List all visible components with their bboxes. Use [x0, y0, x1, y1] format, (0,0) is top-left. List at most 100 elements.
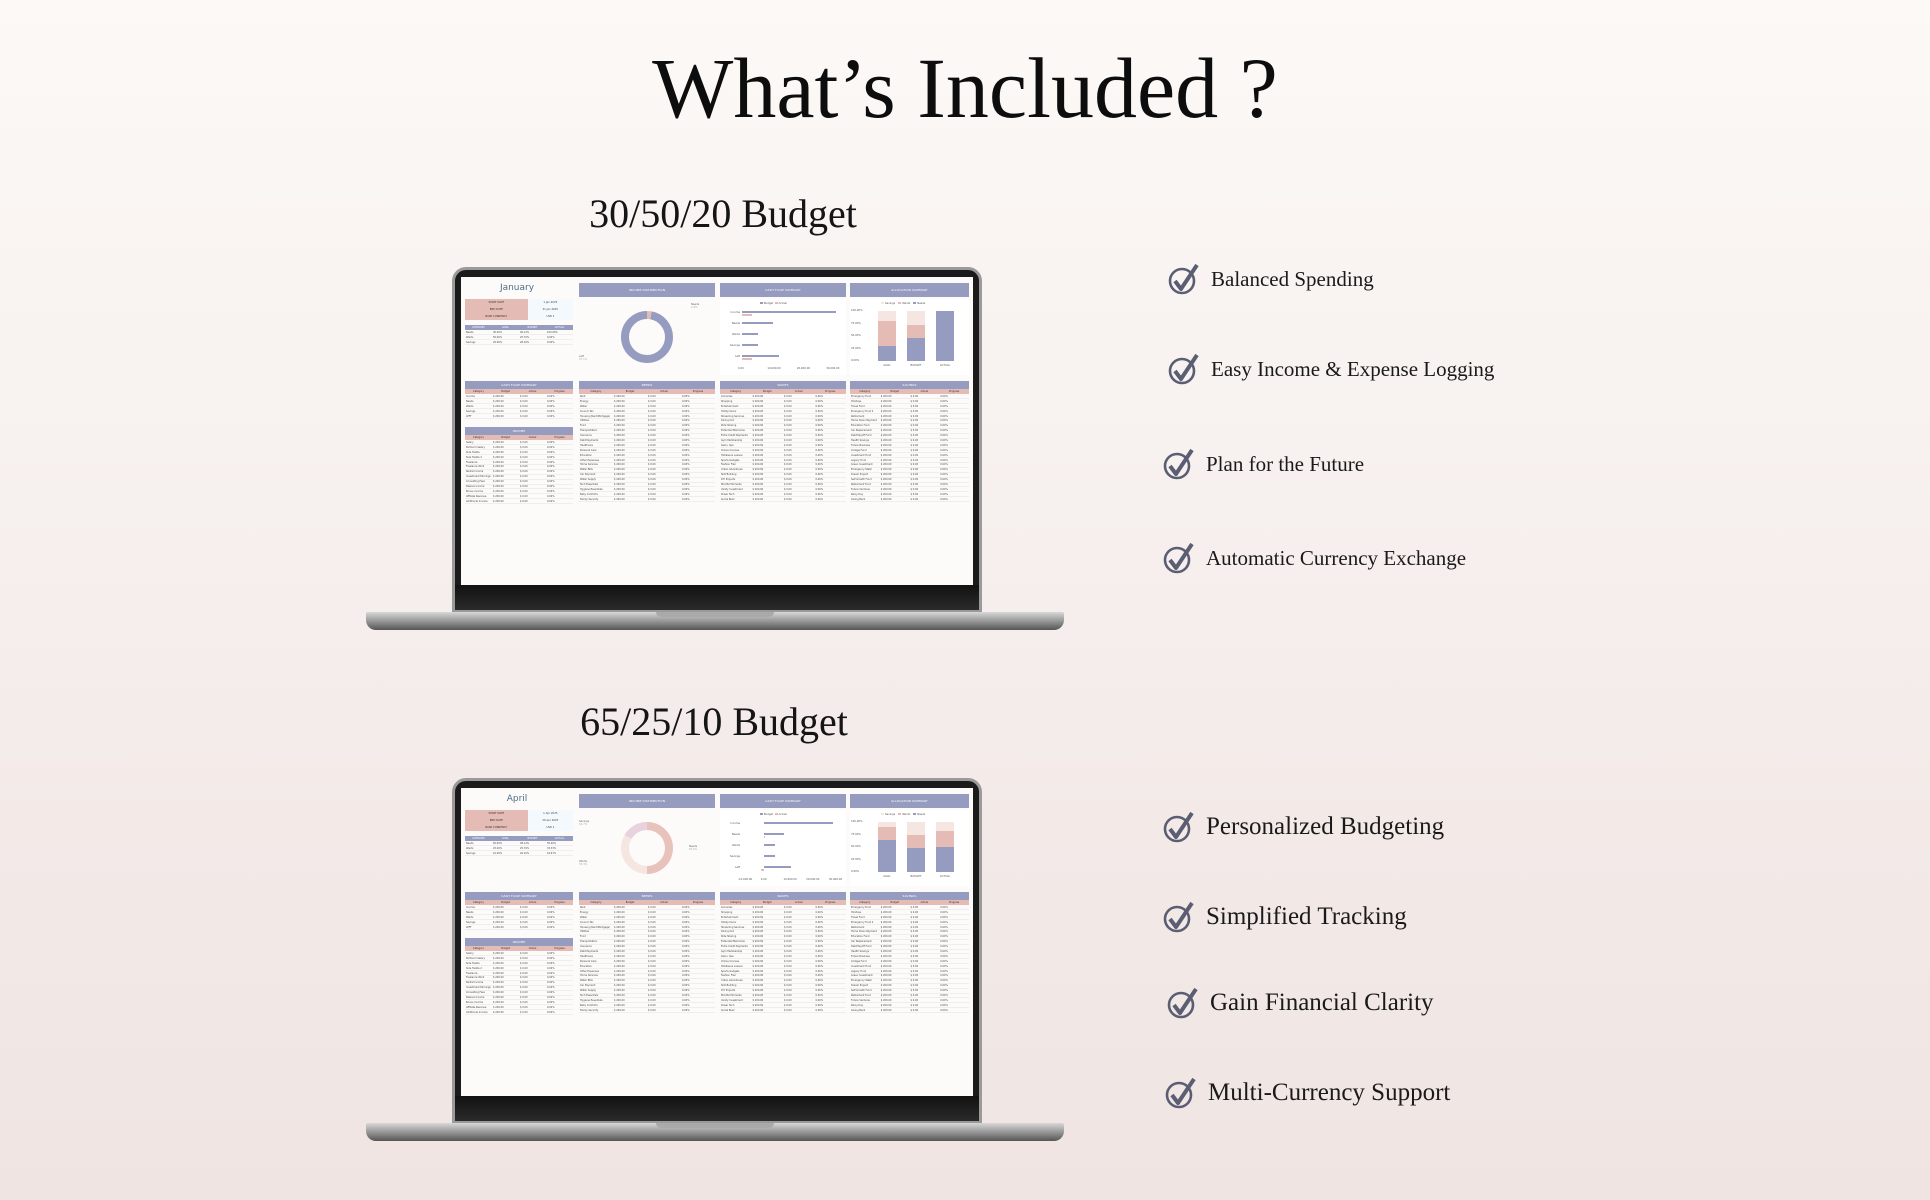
table-cell: 50.00%	[546, 841, 573, 847]
column-header: Budget	[751, 900, 783, 905]
table-cell: 0.00%	[546, 484, 573, 490]
donut-label-name: Left	[579, 355, 584, 358]
table-row: Hobby Decor $ 200.00 $ 0.00 0.00%	[720, 408, 846, 415]
table-cell: $ 0.00	[647, 973, 681, 979]
setting-row: END DATE 30 Apr 2025	[465, 817, 573, 824]
table-row: Insurance $ 200.00 $ 0.00 0.00%	[579, 433, 715, 439]
table-cell: 0.00%	[546, 960, 573, 967]
setting-value[interactable]: USD ▾	[527, 313, 573, 320]
table-cell: Social Buzz	[720, 496, 752, 503]
table-cell: $ 0.00	[647, 929, 681, 935]
table-cell: $ 200.00	[879, 988, 910, 994]
cash-flow-summary-table: CASH FLOW SUMMARY Category Budget Actual Pro…	[465, 892, 573, 930]
legend-label: Savings	[885, 813, 896, 816]
table-cell: $ 200.00	[492, 960, 519, 967]
table-row: Debt Payments $ 200.00 $ 0.00 0.00%	[579, 438, 715, 444]
table-cell: $ 0.00	[909, 924, 940, 930]
check-circle-icon	[1166, 986, 1210, 1020]
table-cell: $ 200.00	[613, 919, 647, 926]
table-cell: $ 200.00	[879, 983, 910, 989]
setting-value[interactable]: 31 Jan 2025	[527, 306, 573, 313]
donut-label-pct: 97.1%	[579, 358, 588, 361]
table-cell: 28.16%	[519, 339, 546, 346]
table-row: Home Down Payment $ 200.00 $ 0.00 0.00%	[850, 929, 969, 935]
table-cell: 0.00%	[814, 934, 846, 940]
table-cell: LEFT	[465, 924, 492, 930]
donut-label-pct: 16.7%	[579, 823, 588, 826]
table-cell: $ 200.00	[751, 958, 783, 965]
savings-table: SAVINGS Category Budget Actual Progress Emerg…	[850, 381, 969, 503]
table-cell: 0.00%	[814, 428, 846, 434]
table-cell: $ 0.00	[783, 418, 815, 424]
table-row: Freelance $ 200.00 $ 0.00 0.00%	[465, 970, 573, 976]
bar-category-label: Wants	[732, 844, 740, 847]
feature-label: Automatic Currency Exchange	[1206, 545, 1467, 570]
setting-value[interactable]: 30 Apr 2025	[527, 817, 573, 824]
table-cell: Salon, Spa	[720, 953, 752, 960]
table-cell: $ 200.00	[879, 408, 910, 415]
table-cell: Bonus Income	[465, 999, 492, 1006]
table-row: Healthcare $ 200.00 $ 0.00 0.00%	[579, 442, 715, 449]
table-cell: $ 0.00	[783, 988, 815, 994]
chart-legend: Budget Actual	[760, 302, 787, 305]
table-cell: $ 0.00	[909, 958, 940, 965]
table-cell: Food	[579, 423, 613, 429]
data-table: Category Budget Actual Progress Emergency Fu…	[850, 389, 969, 503]
table-cell: Streaming Services	[720, 413, 752, 419]
table-cell: 0.00%	[681, 1002, 715, 1009]
table-cell: 0.00%	[681, 993, 715, 999]
setting-value[interactable]: 1 Apr 2025	[527, 810, 573, 817]
table-cell: $ 200.00	[613, 457, 647, 463]
table-cell: $ 0.00	[909, 949, 940, 955]
table-cell: Investment Fund	[850, 963, 880, 970]
data-table: Category Budget Actual Progress Groceries $ 2…	[720, 389, 846, 503]
table-row: Savings 10.00% 26.16% 16.67%	[465, 850, 573, 857]
table-cell: $ 200.00	[879, 457, 910, 463]
table-cell: Giving Back	[850, 496, 880, 503]
setting-value[interactable]: USD ▾	[527, 824, 573, 831]
table-row: Education Fund $ 200.00 $ 0.00 0.00%	[850, 423, 969, 429]
table-cell: $ 200.00	[613, 423, 647, 429]
table-row: Water Bills $ 200.00 $ 0.00 0.00%	[579, 978, 715, 984]
table-cell: $ 200.00	[751, 1007, 783, 1014]
setting-value[interactable]: 1 Jan 2025	[527, 299, 573, 306]
table-header-row: Category Budget Actual Progress	[465, 389, 573, 394]
table-header: CASH FLOW SUMMARY	[465, 892, 573, 900]
table-row: DIY Projects $ 200.00 $ 0.00 0.00%	[720, 477, 846, 483]
table-cell: 0.00%	[939, 905, 969, 911]
table-cell: $ 200.00	[613, 1007, 647, 1014]
setting-row: BASE CURRENCY USD ▾	[465, 313, 573, 320]
table-cell: Holidays	[850, 909, 880, 916]
table-cell: Rent	[579, 905, 613, 911]
table-cell: Skill Building	[720, 983, 752, 989]
column-header: Progress	[546, 900, 573, 905]
table-row: Affiliate Revenue $ 200.00 $ 0.00 0.00%	[465, 493, 573, 500]
laptop-base	[366, 612, 1064, 630]
table-cell: Retirement Fund	[850, 993, 880, 999]
table-cell: $ 0.00	[909, 452, 940, 459]
table-cell: 0.00%	[681, 467, 715, 473]
table-cell: $ 200.00	[492, 951, 519, 957]
cash-flow-bar	[742, 322, 774, 325]
table-row: Savings $ 200.00 $ 0.00 0.00%	[465, 919, 573, 926]
table-cell: 0.00%	[681, 413, 715, 419]
table-cell: $ 0.00	[647, 457, 681, 463]
table-cell: 0.00%	[939, 953, 969, 960]
column-header: Actual	[783, 900, 815, 905]
cash-flow-bar	[742, 344, 758, 347]
feature-item: Easy Income & Expense Logging	[1167, 352, 1494, 386]
table-cell: $ 0.00	[519, 484, 546, 490]
axis-tick-label: -10,000.00	[738, 878, 753, 881]
table-cell: $ 200.00	[492, 980, 519, 986]
table-cell: $ 0.00	[647, 447, 681, 454]
table-row: Hobbies & Leisure $ 200.00 $ 0.00 0.00%	[720, 452, 846, 459]
table-cell: $ 200.00	[492, 488, 519, 495]
table-row: Retirement Fund $ 200.00 $ 0.00 0.00%	[850, 993, 969, 999]
table-row: Energy $ 200.00 $ 0.00 0.00%	[579, 398, 715, 405]
table-header-row: Category Budget Actual Progress	[465, 900, 573, 905]
table-cell: $ 0.00	[909, 953, 940, 960]
table-cell: $ 200.00	[492, 474, 519, 480]
table-header: CASH FLOW SUMMARY	[465, 381, 573, 389]
needs-table: NEEDS Category Budget Actual Progress Rent $ 2…	[579, 381, 715, 503]
table-cell: 0.00%	[814, 457, 846, 463]
